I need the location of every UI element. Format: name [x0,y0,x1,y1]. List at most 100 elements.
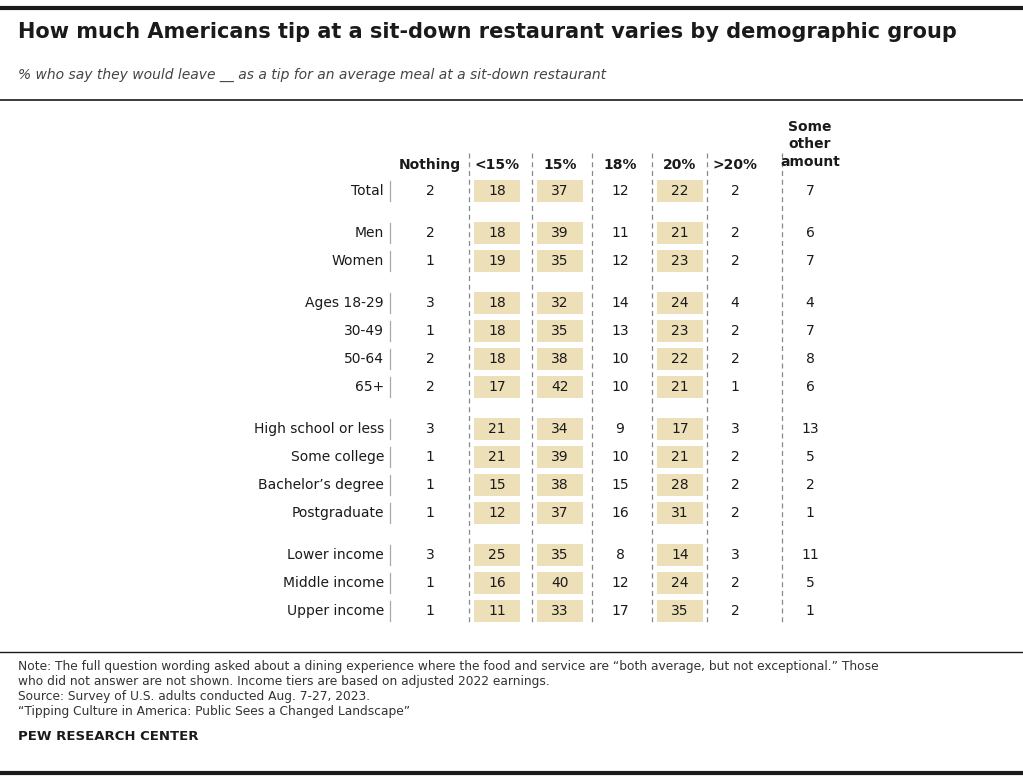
Text: 1: 1 [805,604,814,618]
FancyBboxPatch shape [657,320,703,342]
Text: 35: 35 [551,254,569,268]
Text: 21: 21 [671,380,688,394]
FancyBboxPatch shape [657,250,703,272]
FancyBboxPatch shape [657,544,703,566]
Text: 1: 1 [426,576,435,590]
FancyBboxPatch shape [657,446,703,468]
Text: 31: 31 [671,506,688,520]
FancyBboxPatch shape [474,180,520,202]
Text: 1: 1 [730,380,740,394]
Text: 1: 1 [426,604,435,618]
Text: 2: 2 [426,380,435,394]
Text: Ages 18-29: Ages 18-29 [306,296,384,310]
Text: 39: 39 [551,226,569,240]
Text: 3: 3 [426,548,435,562]
Text: 4: 4 [730,296,740,310]
FancyBboxPatch shape [537,348,583,370]
Text: 3: 3 [730,548,740,562]
Text: 18: 18 [488,352,506,366]
Text: 7: 7 [806,324,814,338]
Text: 18: 18 [488,184,506,198]
Text: 13: 13 [611,324,629,338]
Text: <15%: <15% [475,158,520,172]
Text: 11: 11 [611,226,629,240]
Text: 7: 7 [806,254,814,268]
FancyBboxPatch shape [657,502,703,524]
Text: 22: 22 [671,352,688,366]
Text: 20%: 20% [663,158,697,172]
Text: 9: 9 [616,422,624,436]
Text: 2: 2 [730,576,740,590]
Text: 11: 11 [488,604,506,618]
Text: 2: 2 [730,324,740,338]
Text: Middle income: Middle income [283,576,384,590]
Text: 1: 1 [426,324,435,338]
FancyBboxPatch shape [657,292,703,314]
Text: Postgraduate: Postgraduate [292,506,384,520]
Text: 14: 14 [611,296,629,310]
Text: 12: 12 [488,506,505,520]
FancyBboxPatch shape [474,600,520,622]
Text: 16: 16 [611,506,629,520]
FancyBboxPatch shape [537,222,583,244]
Text: 25: 25 [488,548,505,562]
Text: Source: Survey of U.S. adults conducted Aug. 7-27, 2023.: Source: Survey of U.S. adults conducted … [18,690,370,704]
FancyBboxPatch shape [474,502,520,524]
FancyBboxPatch shape [537,292,583,314]
Text: 18: 18 [488,324,506,338]
Text: 3: 3 [426,422,435,436]
FancyBboxPatch shape [537,376,583,398]
Text: 1: 1 [805,506,814,520]
FancyBboxPatch shape [537,250,583,272]
Text: 18%: 18% [604,158,636,172]
Text: Lower income: Lower income [287,548,384,562]
Text: 32: 32 [551,296,569,310]
FancyBboxPatch shape [537,418,583,440]
Text: 2: 2 [730,184,740,198]
FancyBboxPatch shape [657,474,703,496]
Text: 35: 35 [551,548,569,562]
FancyBboxPatch shape [474,376,520,398]
Text: High school or less: High school or less [254,422,384,436]
Text: 17: 17 [671,422,688,436]
Text: 2: 2 [426,226,435,240]
Text: 37: 37 [551,506,569,520]
Text: 5: 5 [806,450,814,464]
Text: 21: 21 [671,226,688,240]
Text: 15%: 15% [543,158,577,172]
Text: 33: 33 [551,604,569,618]
Text: % who say they would leave __ as a tip for an average meal at a sit-down restaur: % who say they would leave __ as a tip f… [18,68,606,82]
Text: 17: 17 [611,604,629,618]
Text: 18: 18 [488,226,506,240]
Text: 6: 6 [805,380,814,394]
Text: 38: 38 [551,352,569,366]
Text: 2: 2 [730,352,740,366]
FancyBboxPatch shape [474,250,520,272]
Text: Note: The full question wording asked about a dining experience where the food a: Note: The full question wording asked ab… [18,660,879,673]
FancyBboxPatch shape [537,600,583,622]
Text: 18: 18 [488,296,506,310]
Text: 2: 2 [730,450,740,464]
Text: 28: 28 [671,478,688,492]
FancyBboxPatch shape [537,474,583,496]
Text: 1: 1 [426,506,435,520]
FancyBboxPatch shape [474,418,520,440]
Text: 35: 35 [551,324,569,338]
FancyBboxPatch shape [474,474,520,496]
Text: 10: 10 [611,450,629,464]
FancyBboxPatch shape [474,572,520,594]
Text: 2: 2 [730,604,740,618]
FancyBboxPatch shape [657,348,703,370]
Text: 24: 24 [671,576,688,590]
FancyBboxPatch shape [474,446,520,468]
Text: 3: 3 [426,296,435,310]
Text: 13: 13 [801,422,818,436]
Text: 2: 2 [730,254,740,268]
Text: 65+: 65+ [355,380,384,394]
Text: 5: 5 [806,576,814,590]
Text: 10: 10 [611,352,629,366]
Text: Bachelor’s degree: Bachelor’s degree [258,478,384,492]
FancyBboxPatch shape [657,222,703,244]
Text: 23: 23 [671,324,688,338]
FancyBboxPatch shape [474,222,520,244]
